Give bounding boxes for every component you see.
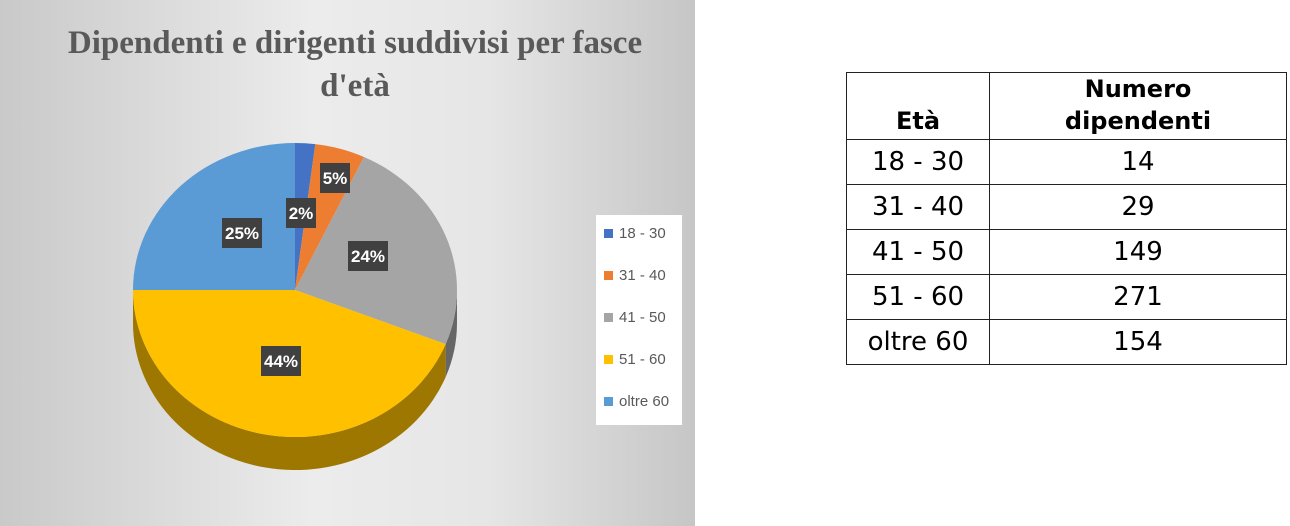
cell-eta: 31 - 40 (846, 184, 990, 230)
legend-label: 51 - 60 (619, 350, 666, 368)
chart-panel: 2% 5% 24% 44% 25% Dipendenti e dirigenti sud… (0, 0, 695, 526)
legend-swatch (604, 228, 613, 238)
pie-top-group (133, 143, 457, 437)
legend-swatch (604, 312, 613, 322)
data-label-text: 2% (289, 204, 314, 223)
legend-item: 31 - 40 (604, 265, 666, 285)
legend-label: 18 - 30 (619, 224, 666, 242)
pie-slice-4 (133, 143, 295, 290)
data-label-box (222, 218, 262, 248)
data-label-2: 24% (348, 241, 388, 271)
legend-item: 18 - 30 (604, 223, 666, 243)
legend-label: 41 - 50 (619, 308, 666, 326)
pie-side-3 (133, 290, 446, 470)
header-numero-dipendenti-text: Numero dipendenti (1064, 75, 1212, 135)
data-label-box (261, 346, 301, 376)
pie-chart: 2% 5% 24% 44% 25% (133, 143, 457, 470)
legend-item: 41 - 50 (604, 307, 666, 327)
cell-eta: 18 - 30 (846, 139, 990, 185)
cell-numero: 14 (989, 139, 1287, 185)
chart-legend: 18 - 30 31 - 40 41 - 50 51 - 60 oltre 60 (596, 215, 682, 425)
cell-eta: 51 - 60 (846, 274, 990, 320)
pie-side-group (133, 290, 457, 470)
legend-item: 51 - 60 (604, 349, 666, 369)
pie-side-2 (445, 290, 457, 378)
table-row: 18 - 30 14 (846, 139, 1287, 185)
legend-label: 31 - 40 (619, 266, 666, 284)
data-label-1: 5% (320, 163, 350, 193)
age-table: Età Numero dipendenti 18 - 30 14 31 - 40… (846, 72, 1287, 365)
data-label-text: 44% (264, 352, 298, 371)
table-row: 51 - 60 271 (846, 274, 1287, 320)
data-label-box (348, 241, 388, 271)
cell-eta: oltre 60 (846, 319, 990, 365)
table-row: oltre 60 154 (846, 319, 1287, 365)
data-label-3: 44% (261, 346, 301, 376)
data-label-box (320, 163, 350, 193)
data-label-box (286, 198, 316, 228)
legend-label: oltre 60 (619, 392, 670, 410)
header-eta: Età (846, 72, 990, 140)
cell-numero: 271 (989, 274, 1287, 320)
data-label-text: 25% (225, 224, 259, 243)
legend-swatch (604, 396, 613, 406)
header-numero-dipendenti: Numero dipendenti (989, 72, 1287, 140)
cell-numero: 149 (989, 229, 1287, 275)
data-label-text: 5% (323, 169, 348, 188)
legend-item: oltre 60 (604, 391, 669, 411)
data-label-text: 24% (351, 247, 385, 266)
table-header-row: Età Numero dipendenti (846, 72, 1287, 140)
table-row: 41 - 50 149 (846, 229, 1287, 275)
chart-title: Dipendenti e dirigenti suddivisi per fas… (67, 25, 643, 104)
legend-swatch (604, 270, 613, 280)
data-label-0: 2% (286, 198, 316, 228)
cell-numero: 29 (989, 184, 1287, 230)
legend-swatch (604, 354, 613, 364)
cell-numero: 154 (989, 319, 1287, 365)
cell-eta: 41 - 50 (846, 229, 990, 275)
table-row: 31 - 40 29 (846, 184, 1287, 230)
data-label-4: 25% (222, 218, 262, 248)
